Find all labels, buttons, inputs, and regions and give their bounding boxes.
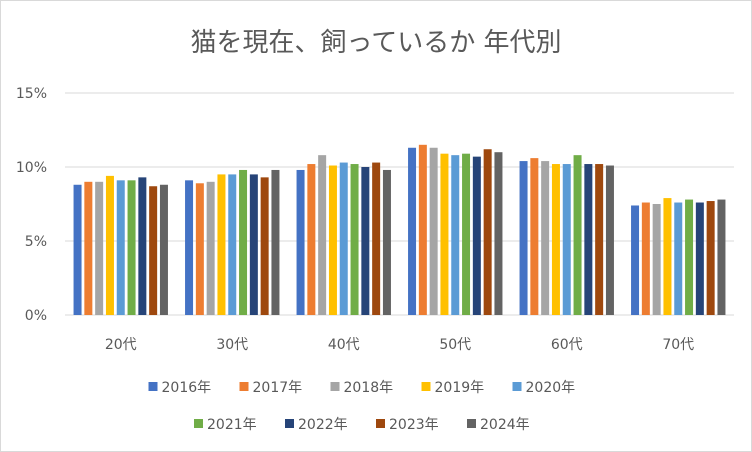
bar-2017年-50代 bbox=[418, 144, 427, 315]
legend-swatch bbox=[194, 419, 203, 428]
bar-2018年-70代 bbox=[652, 204, 661, 315]
gridlines bbox=[65, 92, 734, 316]
bar-2024年-70代 bbox=[717, 199, 726, 315]
legend-label: 2022年 bbox=[298, 417, 348, 433]
bar-2024年-60代 bbox=[605, 165, 614, 315]
bar-2024年-50代 bbox=[494, 152, 503, 315]
bar-2020年-60代 bbox=[562, 164, 571, 315]
bar-2019年-20代 bbox=[105, 175, 114, 315]
bar-2022年-50代 bbox=[472, 156, 481, 315]
bar-2018年-20代 bbox=[95, 181, 104, 315]
legend-swatch bbox=[239, 382, 249, 391]
bar-2023年-30代 bbox=[260, 177, 269, 315]
legend-label: 2016年 bbox=[162, 380, 212, 396]
legend-label: 2024年 bbox=[480, 417, 530, 433]
legend-swatch bbox=[148, 382, 158, 391]
x-axis-ticks: 20代 30代 40代 50代 60代 70代 bbox=[105, 337, 694, 353]
legend-label: 2020年 bbox=[526, 380, 576, 396]
legend-item-2019年: 2019年 bbox=[421, 380, 485, 396]
bar-2022年-70代 bbox=[695, 202, 704, 315]
bar-2016年-50代 bbox=[408, 147, 417, 315]
y-axis-ticks: 0% 5% 10% 15% bbox=[16, 86, 47, 324]
legend-item-2017年: 2017年 bbox=[239, 380, 303, 396]
bar-2017年-70代 bbox=[641, 202, 650, 315]
legend-swatch bbox=[330, 382, 340, 391]
bar-2018年-30代 bbox=[206, 181, 215, 315]
chart-title: 猫を現在、飼っているか 年代別 bbox=[191, 28, 562, 58]
bar-2022年-60代 bbox=[584, 164, 593, 315]
bar-2021年-50代 bbox=[462, 153, 471, 315]
x-tick-label: 30代 bbox=[216, 337, 248, 353]
y-tick-label: 10% bbox=[16, 160, 47, 176]
bar-2024年-30代 bbox=[271, 169, 280, 315]
legend-item-2020年: 2020年 bbox=[512, 380, 576, 396]
bars bbox=[73, 144, 726, 315]
bar-2023年-20代 bbox=[149, 186, 158, 315]
bar-2016年-60代 bbox=[519, 161, 528, 315]
y-tick-label: 15% bbox=[16, 86, 47, 102]
x-tick-label: 60代 bbox=[551, 337, 583, 353]
bar-2016年-30代 bbox=[185, 180, 194, 315]
legend-label: 2023年 bbox=[389, 417, 439, 433]
y-tick-label: 5% bbox=[25, 234, 47, 250]
legend-item-2018年: 2018年 bbox=[330, 380, 394, 396]
bar-2021年-60代 bbox=[573, 155, 582, 315]
bar-2018年-40代 bbox=[318, 155, 327, 315]
bar-2019年-30代 bbox=[217, 174, 226, 315]
legend-item-2024年: 2024年 bbox=[467, 417, 530, 433]
y-tick-label: 0% bbox=[25, 308, 47, 324]
bar-2023年-60代 bbox=[595, 164, 604, 315]
bar-2017年-40代 bbox=[307, 164, 316, 315]
bar-2018年-60代 bbox=[541, 161, 550, 315]
bar-2021年-30代 bbox=[239, 169, 248, 315]
bar-2022年-20代 bbox=[138, 177, 147, 315]
bar-2023年-40代 bbox=[372, 162, 381, 315]
bar-2024年-20代 bbox=[159, 184, 168, 315]
legend: 2016年 2017年 2018年 2019年 2020年 2021年 2022年 2023年… bbox=[148, 380, 576, 433]
x-tick-label: 40代 bbox=[328, 337, 360, 353]
bar-2021年-70代 bbox=[685, 199, 694, 315]
bar-2020年-30代 bbox=[228, 174, 237, 315]
bar-2020年-50代 bbox=[451, 155, 460, 315]
legend-label: 2019年 bbox=[435, 380, 485, 396]
bar-2020年-20代 bbox=[116, 180, 125, 315]
x-tick-label: 70代 bbox=[662, 337, 694, 353]
legend-label: 2021年 bbox=[207, 417, 257, 433]
bar-2018年-50代 bbox=[429, 147, 438, 315]
legend-swatch bbox=[376, 419, 385, 428]
legend-label: 2018年 bbox=[344, 380, 394, 396]
bar-2023年-50代 bbox=[483, 149, 492, 315]
bar-2017年-60代 bbox=[530, 158, 539, 315]
bar-2023年-70代 bbox=[706, 201, 715, 315]
x-tick-label: 20代 bbox=[105, 337, 137, 353]
x-tick-label: 50代 bbox=[439, 337, 471, 353]
bar-2021年-20代 bbox=[127, 180, 136, 315]
legend-swatch bbox=[467, 419, 476, 428]
legend-item-2022年: 2022年 bbox=[285, 417, 348, 433]
bar-2022年-40代 bbox=[361, 167, 370, 315]
bar-2024年-40代 bbox=[382, 169, 391, 315]
legend-label: 2017年 bbox=[253, 380, 303, 396]
bar-2019年-40代 bbox=[328, 165, 337, 315]
bar-2020年-40代 bbox=[339, 162, 348, 315]
bar-2019年-50代 bbox=[440, 153, 449, 315]
bar-2017年-20代 bbox=[84, 181, 93, 315]
bar-2017年-30代 bbox=[195, 183, 204, 315]
legend-item-2021年: 2021年 bbox=[194, 417, 257, 433]
legend-swatch bbox=[285, 419, 294, 428]
legend-swatch bbox=[421, 382, 431, 391]
legend-swatch bbox=[512, 382, 522, 391]
legend-item-2016年: 2016年 bbox=[148, 380, 212, 396]
bar-2019年-60代 bbox=[551, 164, 560, 315]
legend-item-2023年: 2023年 bbox=[376, 417, 439, 433]
bar-2020年-70代 bbox=[674, 202, 683, 315]
bar-2016年-70代 bbox=[631, 205, 640, 315]
bar-2016年-20代 bbox=[73, 184, 82, 315]
bar-2019年-70代 bbox=[663, 198, 672, 315]
bar-2022年-30代 bbox=[249, 174, 258, 315]
bar-2016年-40代 bbox=[296, 169, 305, 315]
bar-2021年-40代 bbox=[350, 164, 359, 315]
